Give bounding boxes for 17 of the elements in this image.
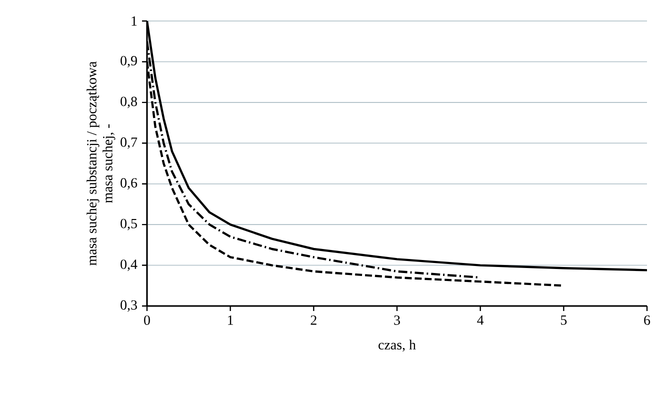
y-axis-title: masa suchej substancji / początkowa masa suchej, -: [86, 61, 116, 266]
y-tick-label: 0,6: [120, 178, 138, 190]
y-tick-label: 1: [132, 16, 137, 26]
y-tick-label: 0,4: [120, 260, 138, 271]
y-tick-label: 0,9: [120, 56, 137, 68]
y-tick-label: 0,3: [120, 300, 137, 312]
y-tick-label: 0,8: [120, 96, 137, 108]
x-tick-label: 4: [477, 315, 484, 325]
x-tick-label: 5: [560, 315, 567, 325]
y-tick-label: 0,7: [120, 137, 138, 149]
x-tick-label: 0: [144, 315, 150, 325]
y-tick-label: 0,5: [120, 218, 137, 230]
x-tick-label: 3: [394, 316, 400, 325]
x-axis-title: czas, h: [378, 340, 416, 352]
x-tick-label: 6: [644, 316, 650, 325]
x-tick-label: 1: [228, 315, 233, 325]
x-tick-label: 2: [310, 316, 316, 325]
